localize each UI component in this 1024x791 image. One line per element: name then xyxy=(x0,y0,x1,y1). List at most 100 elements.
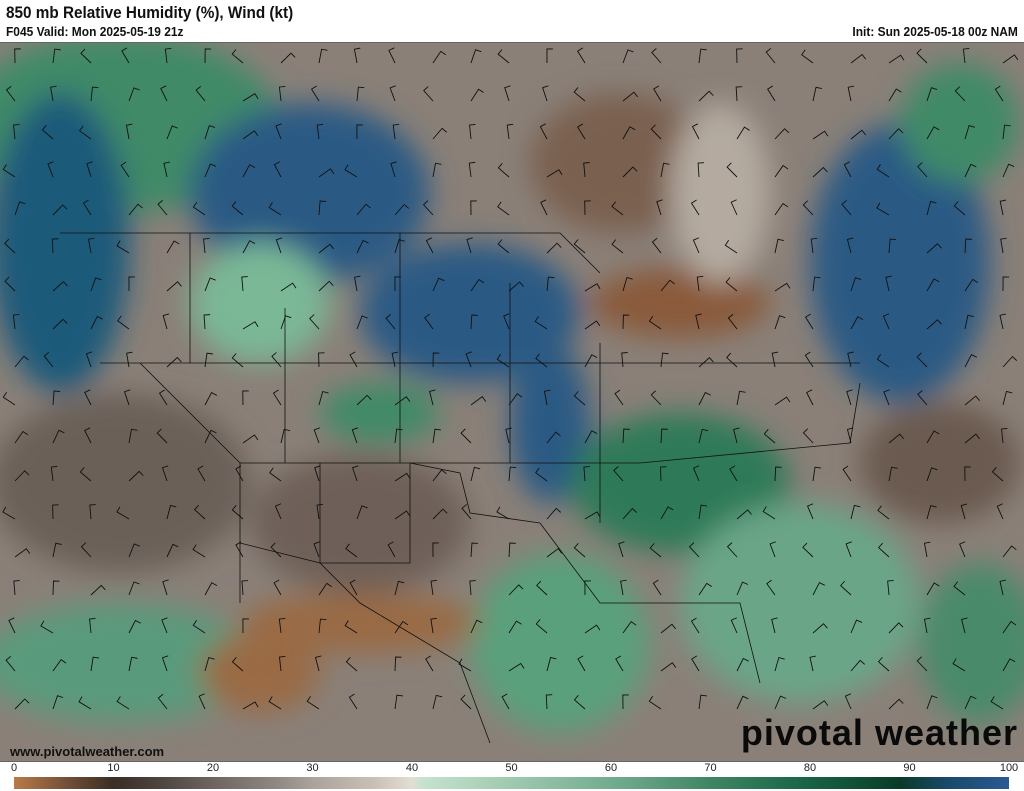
wind-barb xyxy=(470,278,485,292)
wind-barb xyxy=(959,541,966,558)
wind-barb xyxy=(850,53,867,64)
wind-barb xyxy=(736,126,750,140)
wind-barb xyxy=(385,314,396,330)
wind-barb xyxy=(508,662,525,672)
wind-barb xyxy=(622,91,639,102)
wind-barb xyxy=(242,240,256,254)
wind-barb xyxy=(584,283,601,292)
wind-barb xyxy=(846,389,853,406)
wind-barb xyxy=(242,434,259,444)
wind-barb xyxy=(622,49,634,64)
wind-barb xyxy=(535,467,548,482)
wind-barb xyxy=(546,169,563,178)
wind-barb xyxy=(84,427,92,444)
wind-barb xyxy=(197,465,206,482)
wind-barb xyxy=(80,48,92,64)
wind-barb xyxy=(506,123,514,140)
wind-barb xyxy=(318,200,327,216)
wind-barb xyxy=(423,86,434,102)
wind-barb xyxy=(318,352,325,368)
website-link[interactable]: www.pivotalweather.com xyxy=(10,744,165,759)
wind-barb xyxy=(128,581,140,596)
wind-barb xyxy=(128,428,138,444)
wind-barb xyxy=(78,696,92,710)
wind-barb xyxy=(280,428,291,444)
wind-barb xyxy=(1001,428,1008,444)
wind-barb xyxy=(87,237,95,254)
wind-barb xyxy=(850,277,862,292)
wind-barb xyxy=(726,542,738,558)
wind-barb xyxy=(888,88,902,102)
wind-barb xyxy=(394,428,403,444)
wind-barb xyxy=(318,390,329,406)
wind-barbs xyxy=(2,47,1019,710)
wind-barb xyxy=(583,466,590,482)
wind-barb xyxy=(508,542,516,558)
wind-barb xyxy=(14,430,29,444)
colorbar-tick-label: 90 xyxy=(903,762,916,774)
wind-barb xyxy=(50,85,57,102)
wind-barb xyxy=(802,542,814,558)
wind-barb xyxy=(696,275,704,292)
wind-barb xyxy=(844,693,852,710)
wind-barb xyxy=(497,239,510,254)
wind-barb xyxy=(730,617,738,634)
wind-barb xyxy=(660,466,667,482)
wind-barb xyxy=(1002,54,1019,64)
wind-barb xyxy=(273,579,282,596)
wind-barb xyxy=(120,161,130,178)
wind-barb xyxy=(47,161,54,178)
wind-barb xyxy=(161,617,168,634)
wind-barb xyxy=(774,396,791,406)
wind-barb xyxy=(121,47,130,64)
wind-barb xyxy=(736,657,749,672)
wind-barb xyxy=(166,281,182,292)
wind-barb xyxy=(163,161,170,178)
wind-barb xyxy=(691,123,700,140)
wind-barb xyxy=(204,48,212,64)
wind-barb xyxy=(688,542,700,558)
wind-barb xyxy=(622,507,638,520)
wind-barb xyxy=(953,201,966,216)
wind-barb xyxy=(128,203,143,216)
wind-barb xyxy=(204,656,215,672)
wind-barb xyxy=(736,390,746,406)
wind-barb xyxy=(192,620,206,634)
wind-barb xyxy=(52,504,59,520)
wind-barb xyxy=(242,321,259,330)
wind-barb xyxy=(348,693,358,710)
wind-barb xyxy=(318,168,335,178)
wind-barb xyxy=(356,239,369,254)
wind-barb xyxy=(650,390,662,406)
wind-barb xyxy=(766,579,776,596)
wind-barb xyxy=(318,582,333,596)
valid-time: F045 Valid: Mon 2025-05-19 21z xyxy=(6,24,184,39)
wind-barb xyxy=(270,542,282,558)
wind-barb xyxy=(460,694,472,710)
wind-barb xyxy=(876,202,890,216)
wind-barb xyxy=(424,313,434,330)
wind-barb xyxy=(158,389,168,406)
wind-barb xyxy=(309,314,320,330)
wind-barb xyxy=(583,162,590,178)
wind-barb xyxy=(280,315,292,330)
wind-barb xyxy=(736,581,749,596)
wind-barb xyxy=(469,580,476,596)
wind-barb xyxy=(953,581,966,596)
wind-barb xyxy=(888,433,904,444)
wind-barb xyxy=(269,467,282,482)
wind-barb xyxy=(769,541,776,558)
wind-barb xyxy=(926,504,937,520)
wind-barb xyxy=(268,696,282,710)
wind-barb xyxy=(584,430,598,444)
wind-barb xyxy=(994,85,1004,102)
wind-barb xyxy=(14,48,21,64)
wind-barb xyxy=(52,280,68,292)
wind-barb xyxy=(534,316,548,330)
wind-barb xyxy=(80,542,92,558)
wind-barb xyxy=(497,49,510,64)
wind-barb xyxy=(736,509,752,520)
wind-barb xyxy=(810,237,818,254)
wind-barb xyxy=(767,85,776,102)
wind-barb xyxy=(877,656,890,672)
